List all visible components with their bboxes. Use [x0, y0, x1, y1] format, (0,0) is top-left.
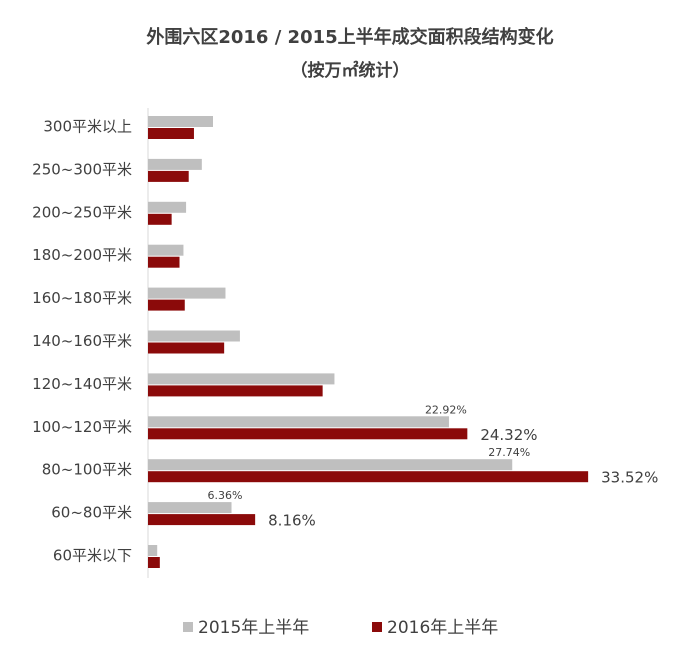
data-label: 6.36%	[208, 489, 243, 502]
y-tick-label: 160~180平米	[32, 289, 132, 307]
bar	[148, 385, 323, 397]
data-label: 8.16%	[268, 512, 316, 530]
data-label: 27.74%	[488, 446, 530, 459]
chart-subtitle: （按万㎡统计）	[291, 60, 410, 81]
bar	[148, 342, 225, 354]
bar	[148, 158, 202, 170]
legend-label: 2016年上半年	[387, 618, 498, 638]
legend-swatch	[372, 622, 382, 632]
data-label: 33.52%	[601, 469, 658, 487]
y-tick-label: 60~80平米	[51, 504, 132, 522]
bar	[148, 116, 213, 127]
y-tick-label: 120~140平米	[32, 375, 132, 393]
bar	[148, 428, 468, 440]
bar	[148, 471, 589, 483]
bar	[148, 244, 184, 256]
legend-label: 2015年上半年	[198, 618, 309, 638]
y-tick-label: 100~120平米	[32, 418, 132, 436]
y-tick-label: 180~200平米	[32, 246, 132, 264]
bar	[148, 170, 189, 182]
bar	[148, 201, 187, 213]
bar	[148, 545, 158, 556]
y-tick-label: 200~250平米	[32, 203, 132, 221]
y-tick-label: 140~160平米	[32, 332, 132, 350]
bar	[148, 459, 513, 471]
y-tick-label: 60平米以下	[53, 547, 132, 565]
bar	[148, 287, 226, 299]
bar	[148, 256, 180, 268]
bar	[148, 502, 232, 514]
bar	[148, 299, 185, 311]
bar	[148, 514, 256, 526]
y-tick-label: 300平米以上	[43, 118, 132, 136]
bar	[148, 213, 172, 225]
chart-title: 外围六区2016 / 2015上半年成交面积段结构变化	[146, 26, 553, 48]
data-label: 22.92%	[425, 403, 467, 416]
bar	[148, 557, 160, 568]
bar	[148, 416, 449, 428]
legend-swatch	[183, 622, 193, 632]
bar	[148, 373, 335, 385]
bar	[148, 330, 240, 342]
y-tick-label: 250~300平米	[32, 160, 132, 178]
bar	[148, 128, 194, 139]
data-label: 24.32%	[480, 426, 537, 444]
y-tick-label: 80~100平米	[42, 461, 132, 479]
